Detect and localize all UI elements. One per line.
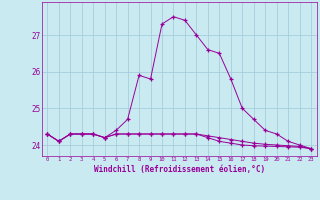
X-axis label: Windchill (Refroidissement éolien,°C): Windchill (Refroidissement éolien,°C) bbox=[94, 165, 265, 174]
